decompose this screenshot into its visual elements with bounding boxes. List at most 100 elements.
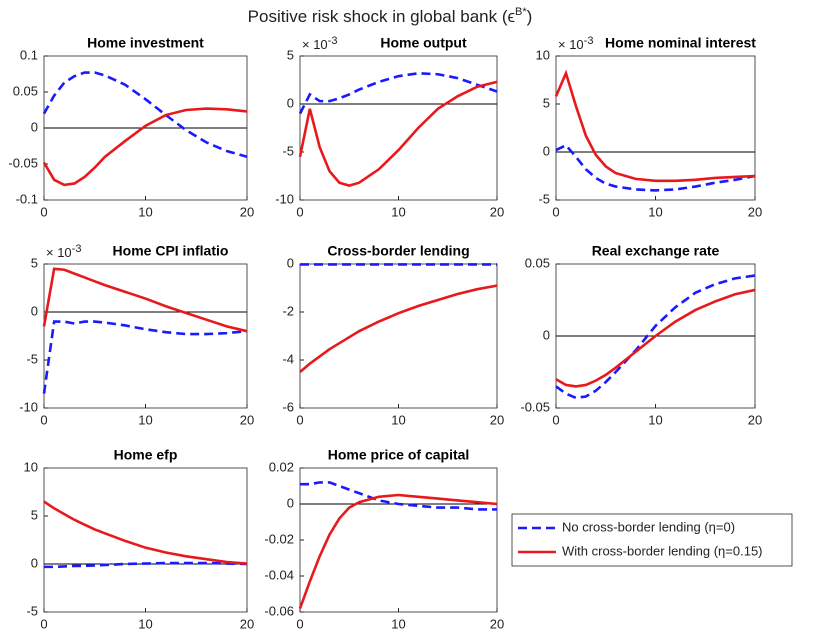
y-tick-label: 0	[31, 119, 38, 134]
x-tick-label: 10	[648, 412, 662, 427]
y-tick-label: 5	[31, 507, 38, 522]
multiplier-base: × 10	[558, 37, 584, 52]
plot-frame	[43, 263, 248, 409]
multiplier-base: × 10	[46, 245, 72, 260]
series-line	[42, 267, 248, 333]
y-tick-label: 0.05	[525, 255, 550, 270]
series-line	[42, 107, 248, 187]
series-line	[298, 71, 498, 115]
plot-frame	[299, 263, 498, 409]
y-tick-label: -5	[538, 191, 550, 206]
y-tick-label: 5	[543, 95, 550, 110]
x-tick-label: 20	[490, 412, 504, 427]
series-line	[298, 80, 498, 187]
panel-title: Home price of capital	[328, 447, 470, 463]
y-tick-label: 0	[543, 143, 550, 158]
y-tick-label: 10	[24, 459, 38, 474]
x-tick-label: 0	[296, 616, 303, 631]
plot-frame	[43, 467, 248, 613]
x-tick-label: 0	[40, 204, 47, 219]
series-line	[300, 481, 497, 511]
panel-title: Home efp	[114, 447, 178, 463]
x-tick-label: 20	[490, 616, 504, 631]
y-tick-label: 0	[31, 555, 38, 570]
y-tick-label: -5	[26, 603, 38, 618]
x-tick-label: 10	[138, 616, 152, 631]
x-tick-label: 20	[748, 204, 762, 219]
x-tick-label: 10	[391, 204, 405, 219]
x-tick-label: 0	[552, 204, 559, 219]
title-superscript: B*	[515, 6, 527, 18]
x-tick-label: 0	[296, 412, 303, 427]
panel-title: Home output	[380, 35, 467, 51]
y-tick-label: -4	[282, 351, 294, 366]
multiplier-exponent: -3	[584, 35, 594, 47]
series-line	[42, 320, 248, 394]
multiplier-exponent: -3	[72, 243, 82, 255]
panel-title: Cross-border lending	[327, 243, 469, 259]
x-tick-label: 0	[40, 412, 47, 427]
y-tick-label: -10	[19, 399, 38, 414]
y-tick-label: -5	[282, 143, 294, 158]
y-tick-label: 0	[287, 95, 294, 110]
axis-multiplier: × 10-3	[46, 243, 81, 261]
series-line	[554, 69, 756, 183]
y-tick-label: 0	[287, 495, 294, 510]
y-tick-label: -6	[282, 399, 294, 414]
y-tick-label: -5	[26, 351, 38, 366]
panel-title: Home nominal interest	[605, 35, 756, 51]
y-tick-label: -0.02	[264, 531, 294, 546]
x-tick-label: 20	[748, 412, 762, 427]
series-line	[44, 561, 248, 569]
y-tick-label: 0.05	[13, 83, 38, 98]
plot-frame	[299, 467, 498, 613]
y-tick-label: 0.02	[269, 459, 294, 474]
panel-title: Home CPI inflatio	[113, 243, 229, 259]
x-tick-label: 20	[240, 616, 254, 631]
y-tick-label: 5	[31, 255, 38, 270]
y-tick-label: 0	[543, 327, 550, 342]
title-close: )	[527, 7, 533, 26]
y-tick-label: 10	[536, 47, 550, 62]
x-tick-label: 20	[490, 204, 504, 219]
series-line	[42, 71, 248, 159]
figure-title: Positive risk shock in global bank (ϵB*)	[248, 6, 533, 27]
series-line	[43, 500, 248, 565]
y-tick-label: -2	[282, 303, 294, 318]
series-line	[299, 284, 498, 373]
multiplier-exponent: -3	[328, 35, 338, 47]
multiplier-base: × 10	[302, 37, 328, 52]
x-tick-label: 0	[40, 616, 47, 631]
y-tick-label: -0.06	[264, 603, 294, 618]
legend-box	[511, 513, 793, 567]
series-line	[555, 143, 756, 192]
legend-label: No cross-border lending (η=0)	[562, 519, 735, 534]
axis-multiplier: × 10-3	[558, 35, 593, 53]
title-main: Positive risk shock in global bank (ϵ	[248, 7, 515, 26]
x-tick-label: 10	[648, 204, 662, 219]
y-tick-label: -10	[275, 191, 294, 206]
y-tick-label: 0.1	[20, 47, 38, 62]
y-tick-label: -0.1	[16, 191, 38, 206]
y-tick-label: 5	[287, 47, 294, 62]
y-tick-label: -0.05	[520, 399, 550, 414]
x-tick-label: 0	[296, 204, 303, 219]
series-line	[298, 493, 498, 609]
x-tick-label: 20	[240, 412, 254, 427]
axis-multiplier: × 10-3	[302, 35, 337, 53]
series-line	[555, 288, 756, 388]
x-tick-label: 20	[240, 204, 254, 219]
plot-frame	[299, 55, 498, 201]
x-tick-label: 10	[138, 412, 152, 427]
y-tick-label: 0	[287, 255, 294, 270]
legend-label: With cross-border lending (η=0.15)	[562, 543, 763, 558]
x-tick-label: 10	[391, 616, 405, 631]
y-tick-label: 0	[31, 303, 38, 318]
y-tick-label: -0.04	[264, 567, 294, 582]
x-tick-label: 10	[138, 204, 152, 219]
x-tick-label: 10	[391, 412, 405, 427]
y-tick-label: -0.05	[8, 155, 38, 170]
panel-title: Real exchange rate	[592, 243, 720, 259]
x-tick-label: 0	[552, 412, 559, 427]
